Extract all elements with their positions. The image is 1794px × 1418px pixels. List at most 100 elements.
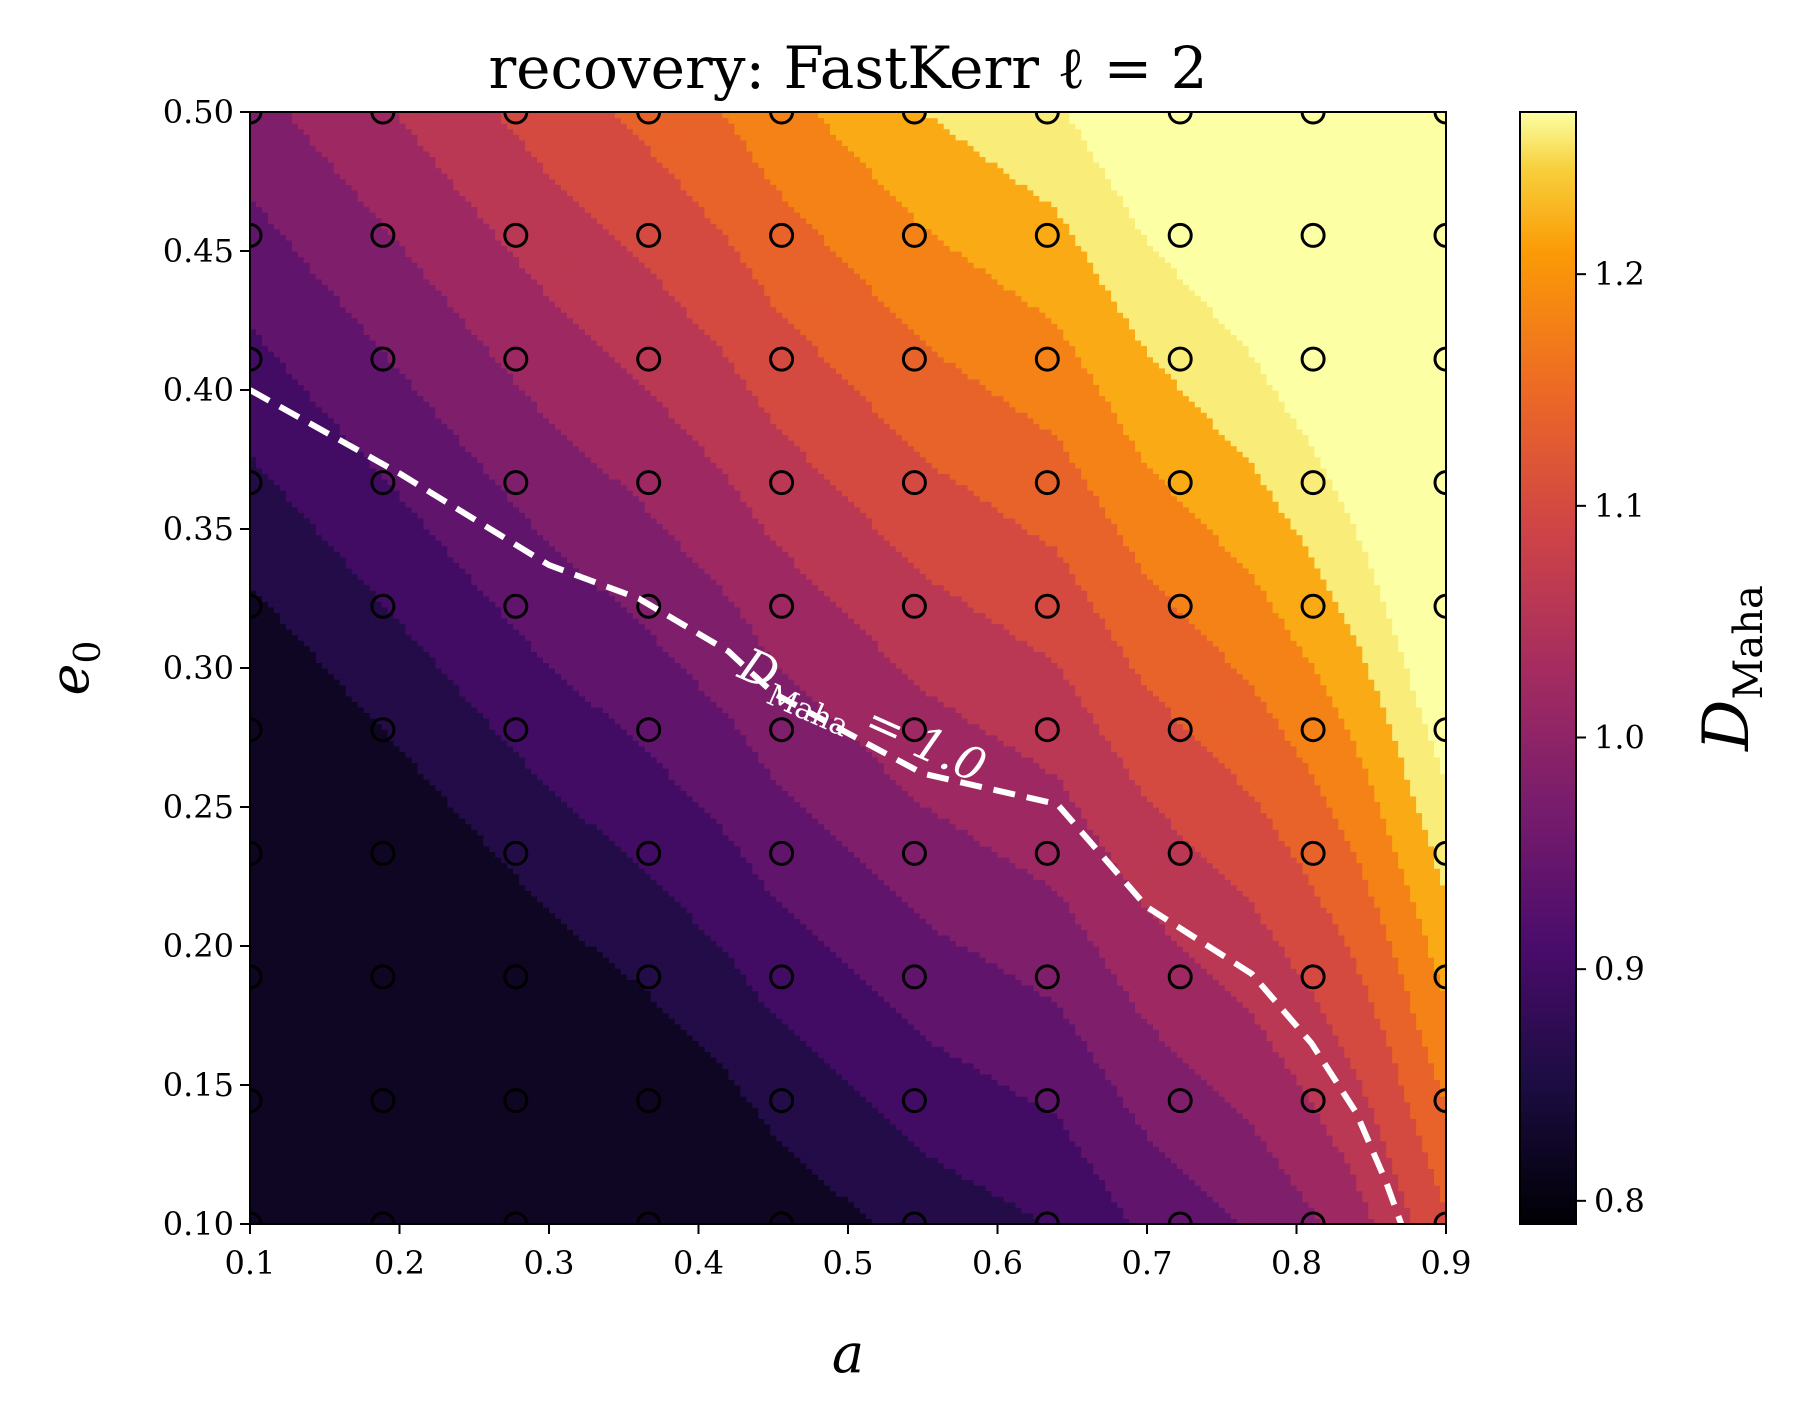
- contour-cell: [298, 307, 305, 313]
- contour-cell: [268, 985, 275, 991]
- contour-cell: [280, 557, 287, 563]
- contour-cell: [322, 651, 329, 657]
- contour-cell: [268, 596, 275, 602]
- contour-cell: [346, 1168, 353, 1174]
- contour-cell: [280, 846, 287, 852]
- contour-cell: [304, 440, 311, 446]
- contour-cell: [322, 1024, 329, 1030]
- contour-cell: [274, 134, 281, 140]
- contour-cell: [292, 207, 299, 213]
- contour-cell: [298, 635, 305, 641]
- contour-cell: [274, 735, 281, 741]
- contour-cell: [310, 451, 317, 457]
- contour-cell: [280, 562, 287, 568]
- contour-cell: [262, 824, 269, 830]
- contour-cell: [268, 357, 275, 363]
- contour-cell: [268, 807, 275, 813]
- contour-cell: [310, 329, 317, 335]
- contour-cell: [328, 785, 335, 791]
- contour-cell: [292, 718, 299, 724]
- contour-cell: [274, 168, 281, 174]
- contour-cell: [262, 195, 269, 201]
- contour-cell: [310, 601, 317, 607]
- contour-cell: [298, 1091, 305, 1097]
- contour-cell: [328, 579, 335, 585]
- contour-cell: [262, 207, 269, 213]
- contour-cell: [292, 1063, 299, 1069]
- contour-cell: [322, 179, 329, 185]
- contour-cell: [268, 496, 275, 502]
- contour-cell: [304, 774, 311, 780]
- contour-cell: [274, 696, 281, 702]
- contour-cell: [262, 362, 269, 368]
- contour-cell: [274, 968, 281, 974]
- contour-cell: [274, 818, 281, 824]
- contour-cell: [268, 974, 275, 980]
- contour-cell: [262, 218, 269, 224]
- contour-cell: [316, 156, 323, 162]
- contour-cell: [334, 1157, 341, 1163]
- contour-cell: [286, 846, 293, 852]
- contour-cell: [280, 218, 287, 224]
- contour-cell: [268, 640, 275, 646]
- contour-cell: [286, 957, 293, 963]
- contour-cell: [292, 1079, 299, 1085]
- contour-cell: [298, 129, 305, 135]
- contour-cell: [298, 1041, 305, 1047]
- contour-cell: [286, 234, 293, 240]
- contour-cell: [262, 640, 269, 646]
- contour-cell: [316, 273, 323, 279]
- contour-cell: [286, 596, 293, 602]
- contour-cell: [286, 1113, 293, 1119]
- contour-cell: [310, 1035, 317, 1041]
- contour-cell: [310, 390, 317, 396]
- contour-cell: [316, 1085, 323, 1091]
- contour-cell: [274, 118, 281, 124]
- contour-cell: [322, 718, 329, 724]
- contour-cell: [256, 746, 263, 752]
- contour-cell: [316, 990, 323, 996]
- contour-cell: [328, 618, 335, 624]
- contour-cell: [286, 318, 293, 324]
- contour-cell: [328, 184, 335, 190]
- contour-cell: [322, 268, 329, 274]
- contour-cell: [274, 701, 281, 707]
- contour-cell: [298, 362, 305, 368]
- contour-cell: [328, 1041, 335, 1047]
- contour-cell: [322, 251, 329, 257]
- contour-cell: [316, 1024, 323, 1030]
- contour-cell: [256, 307, 263, 313]
- contour-cell: [304, 373, 311, 379]
- contour-cell: [262, 1135, 269, 1141]
- contour-cell: [268, 968, 275, 974]
- contour-cell: [256, 268, 263, 274]
- contour-cell: [298, 396, 305, 402]
- contour-cell: [334, 518, 341, 524]
- contour-cell: [328, 351, 335, 357]
- contour-cell: [328, 646, 335, 652]
- contour-cell: [286, 418, 293, 424]
- contour-cell: [292, 462, 299, 468]
- contour-cell: [262, 712, 269, 718]
- contour-cell: [316, 462, 323, 468]
- contour-cell: [322, 496, 329, 502]
- contour-cell: [334, 646, 341, 652]
- contour-cell: [268, 573, 275, 579]
- contour-cell: [310, 801, 317, 807]
- contour-cell: [256, 646, 263, 652]
- contour-cell: [262, 746, 269, 752]
- contour-cell: [334, 1063, 341, 1069]
- contour-cell: [328, 701, 335, 707]
- contour-cell: [262, 1213, 269, 1219]
- contour-cell: [298, 223, 305, 229]
- contour-cell: [280, 523, 287, 529]
- contour-cell: [256, 874, 263, 880]
- contour-cell: [322, 646, 329, 652]
- contour-cell: [268, 407, 275, 413]
- contour-cell: [310, 1152, 317, 1158]
- contour-cell: [262, 624, 269, 630]
- contour-cell: [256, 1035, 263, 1041]
- contour-cell: [280, 1129, 287, 1135]
- contour-cell: [340, 590, 347, 596]
- contour-cell: [310, 334, 317, 340]
